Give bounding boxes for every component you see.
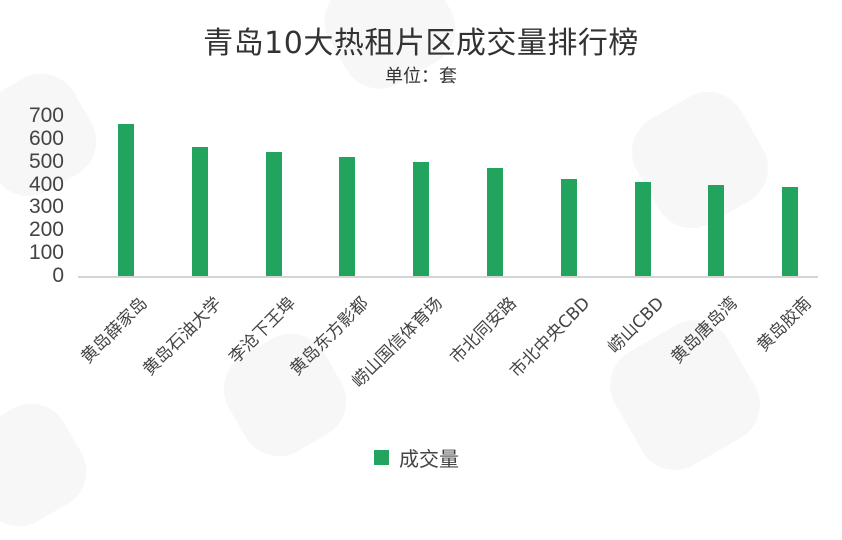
bar [782,187,799,276]
chart-title: 青岛10大热租片区成交量排行榜 [203,26,639,61]
bar [191,147,208,276]
y-tick-label: 100 [28,241,64,265]
y-tick-label: 700 [28,104,64,127]
y-tick-label: 200 [28,218,64,242]
y-tick-label: 600 [28,126,64,150]
x-tick-label: 黄岛石油大学 [139,293,226,380]
y-tick-label: 0 [52,264,64,287]
bar [487,168,503,276]
x-axis-line [78,276,818,278]
bar [118,124,134,276]
bar [339,157,356,276]
y-tick-label: 400 [28,172,64,196]
bar [265,152,282,276]
chart-subtitle: 单位：套 [385,66,457,87]
watermark-logo [0,389,101,540]
x-tick-label: 黄岛胶南 [753,293,816,356]
bar [560,179,577,276]
bar [634,182,651,276]
legend-swatch [374,450,389,465]
y-tick-label: 300 [28,195,64,219]
y-tick-label: 500 [28,149,64,173]
legend-label: 成交量 [399,447,459,471]
legend: 成交量 [374,443,459,472]
bar [708,185,725,276]
bar [413,162,430,276]
